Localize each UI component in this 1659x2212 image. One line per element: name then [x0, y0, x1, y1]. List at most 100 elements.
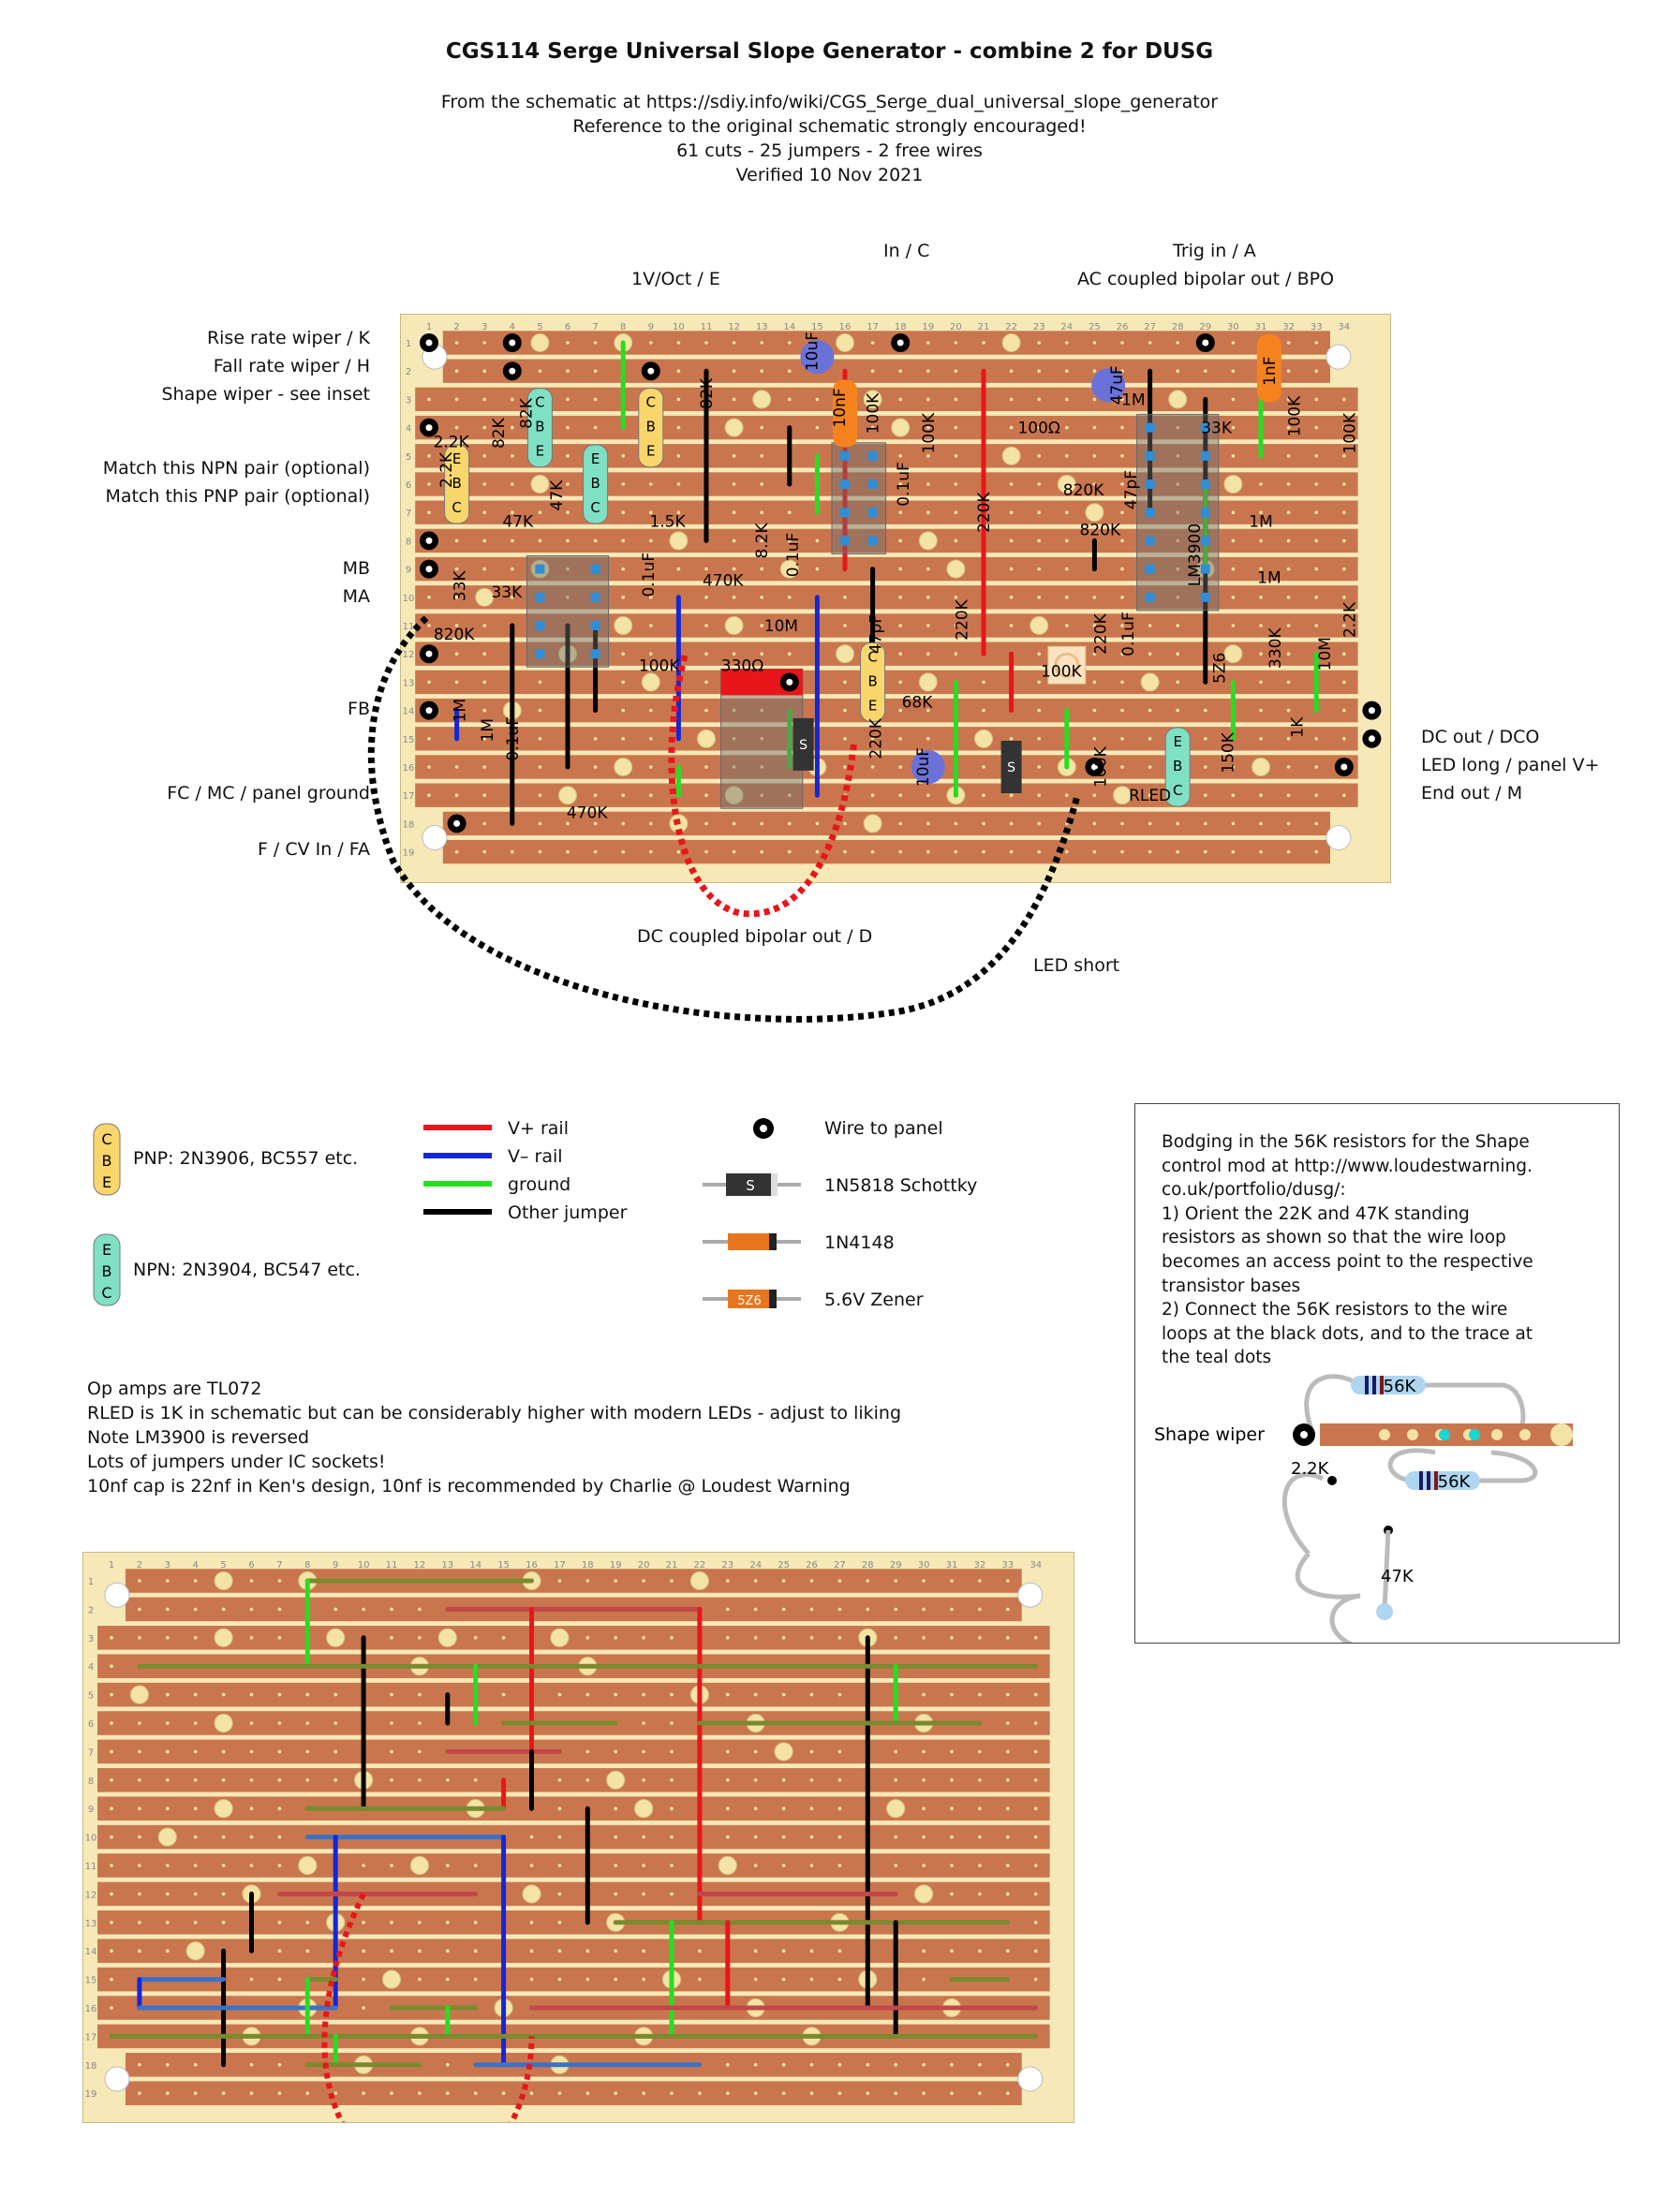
hole [809, 1864, 814, 1867]
hole [922, 1749, 926, 1754]
hole [1286, 567, 1291, 571]
hole [809, 1749, 814, 1754]
hole [1176, 680, 1179, 685]
hole [1120, 425, 1124, 430]
column-number: 6 [248, 1560, 254, 1571]
hole [978, 1835, 982, 1839]
hole [642, 1692, 645, 1697]
hole [166, 1806, 170, 1810]
hole [1120, 624, 1124, 627]
column-number: 14 [469, 1560, 481, 1571]
hole [110, 1692, 113, 1697]
strip-cut [214, 1628, 233, 1647]
component-label: 470K [703, 572, 744, 591]
row-number: 6 [406, 480, 411, 491]
column-number: 27 [834, 1560, 846, 1571]
hole [1176, 821, 1179, 826]
hole [1286, 596, 1291, 599]
hole [501, 1692, 506, 1697]
hole [676, 482, 681, 486]
component-label: 1nF [1261, 357, 1280, 386]
row-number: 7 [406, 509, 411, 519]
hole [1314, 765, 1318, 769]
hole [1259, 624, 1263, 627]
hole [1259, 567, 1263, 571]
strip-cut [914, 1884, 934, 1904]
hole [110, 1835, 113, 1839]
hole [922, 1636, 926, 1640]
hole [1006, 1864, 1010, 1867]
legend-v-plus: V+ rail [508, 1118, 569, 1139]
hole [621, 454, 625, 458]
pnp-transistor [444, 444, 470, 524]
row-number: 4 [406, 424, 411, 435]
hole [566, 538, 570, 543]
hole [511, 454, 514, 458]
inset-47k-label: 47K [1381, 1567, 1415, 1586]
hole [593, 538, 598, 543]
hole [1092, 596, 1097, 599]
row-number: 16 [85, 2004, 97, 2014]
hole [557, 1949, 562, 1953]
strip-cut [1085, 503, 1104, 523]
row-number: 15 [403, 735, 415, 745]
copper-strip [97, 1796, 1050, 1821]
hole [642, 1636, 645, 1640]
hole [333, 2091, 338, 2095]
hole [1259, 538, 1263, 543]
hole [753, 2091, 758, 2095]
mounting-hole [104, 1582, 130, 1608]
strip-cut [614, 758, 633, 776]
hole [926, 596, 930, 599]
column-number: 15 [811, 322, 823, 332]
hole [1286, 737, 1291, 741]
hole [1314, 737, 1318, 741]
hole [454, 369, 459, 373]
hole [870, 793, 875, 797]
hole [166, 1949, 170, 1953]
column-number: 2 [137, 1560, 142, 1571]
hole [1342, 680, 1346, 685]
hole [1286, 369, 1291, 373]
hole [1259, 680, 1263, 685]
hole [1148, 341, 1152, 345]
hole [753, 1835, 758, 1839]
hole [1259, 737, 1263, 741]
hole [333, 1692, 338, 1697]
hole [898, 538, 902, 543]
hole [585, 1778, 590, 1782]
legend-1n4148: 1N4148 [824, 1232, 895, 1253]
hole [333, 1607, 338, 1612]
hole [277, 2063, 282, 2067]
hole [1314, 510, 1318, 514]
row-number: 18 [85, 2061, 97, 2072]
hole [614, 1892, 617, 1896]
hole [138, 2091, 141, 2095]
hole [249, 2063, 254, 2067]
component-label: 220K [867, 717, 886, 759]
hole [1120, 510, 1124, 514]
hole [1009, 425, 1014, 430]
hole [788, 369, 792, 373]
hole [1037, 708, 1041, 713]
strip-cut [1140, 672, 1160, 692]
label-bpo: AC coupled bipolar out / BPO [1077, 269, 1335, 289]
column-number: 30 [918, 1560, 930, 1571]
hole [1176, 369, 1179, 373]
copper-strip [125, 2081, 1022, 2105]
hole [538, 849, 542, 854]
legend-zener: 5.6V Zener [824, 1290, 924, 1310]
hole [446, 1778, 450, 1782]
hole [1148, 765, 1152, 769]
hole [781, 1778, 786, 1782]
hole [110, 1864, 113, 1867]
hole [418, 1636, 422, 1640]
hole [781, 1806, 786, 1810]
hole [277, 1749, 282, 1754]
component-label: 0.1uF [784, 533, 803, 578]
hole [621, 596, 625, 599]
row-number: 15 [85, 1976, 97, 1986]
hole [837, 1579, 842, 1583]
hole [621, 737, 625, 741]
hole [726, 1749, 730, 1754]
